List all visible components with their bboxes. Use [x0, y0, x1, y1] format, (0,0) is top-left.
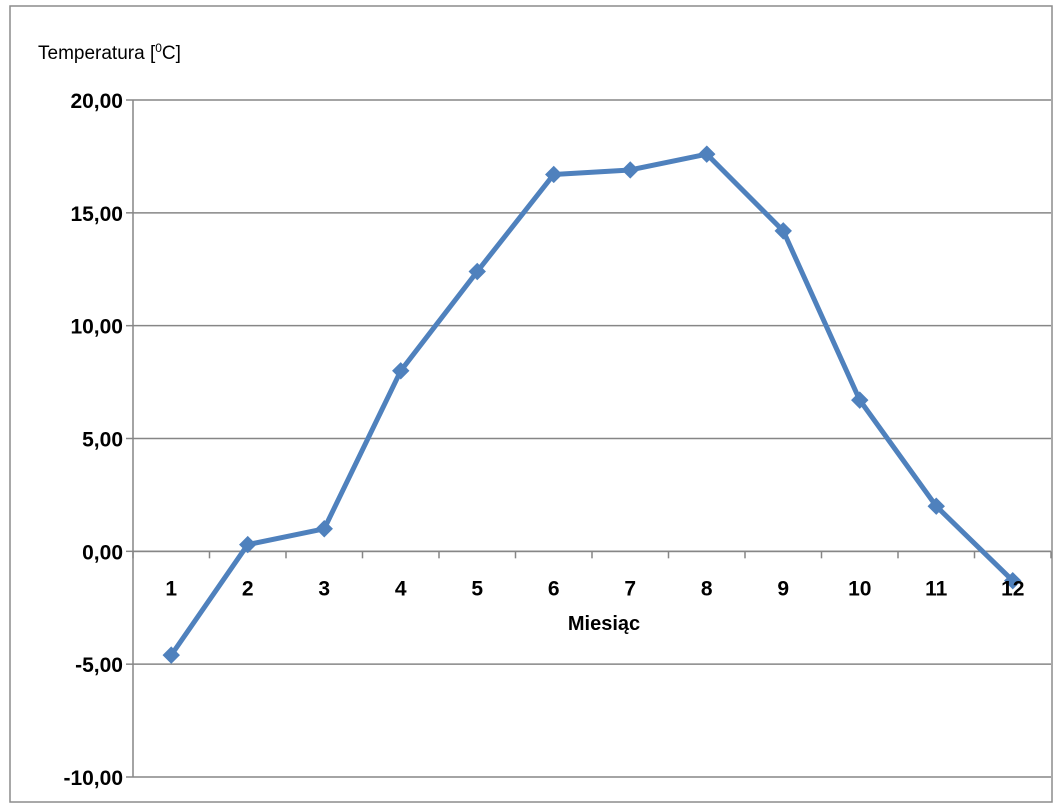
x-tick-label: 9: [777, 577, 789, 600]
y-tick-label: -10,00: [63, 767, 123, 790]
data-point-marker: [1004, 571, 1022, 590]
x-tick-label: 5: [471, 577, 483, 600]
axes: [126, 99, 1052, 778]
series-layer: [162, 145, 1022, 664]
x-tick-label: 2: [242, 577, 254, 600]
y-tick-label: 10,00: [70, 316, 123, 339]
data-point-marker: [927, 497, 945, 515]
data-point-marker: [468, 262, 486, 281]
y-tick-label: 0,00: [82, 541, 123, 564]
x-tick-label: 8: [701, 577, 713, 600]
labels: Temperatura [0C] Miesiąc 20,0015,0010,00…: [38, 41, 1024, 790]
x-tick-label: 6: [548, 577, 560, 600]
x-tick-label: 3: [318, 577, 330, 600]
y-axis-title: Temperatura [0C]: [38, 41, 181, 64]
x-tick-label: 11: [925, 577, 948, 600]
data-point-marker: [851, 391, 869, 409]
y-tick-label: -5,00: [75, 654, 123, 677]
data-point-marker: [392, 362, 410, 380]
y-tick-label: 20,00: [70, 90, 123, 113]
x-tick-label: 7: [624, 577, 636, 600]
x-tick-label: 4: [395, 577, 407, 600]
data-point-marker: [162, 646, 180, 664]
data-point-marker: [774, 222, 792, 240]
data-point-marker: [239, 535, 257, 554]
y-tick-label: 15,00: [70, 203, 123, 226]
data-point-marker: [315, 520, 333, 538]
y-tick-label: 5,00: [82, 429, 123, 452]
data-point-marker: [621, 161, 639, 179]
x-axis-title: Miesiąc: [568, 613, 640, 635]
series-line: [168, 151, 1016, 658]
data-point-marker: [545, 165, 563, 184]
x-tick-label: 10: [848, 577, 871, 600]
x-tick-label: 1: [165, 577, 177, 600]
chart-border: [9, 5, 1053, 803]
data-point-marker: [698, 145, 716, 163]
x-tick-label: 12: [1001, 577, 1024, 600]
